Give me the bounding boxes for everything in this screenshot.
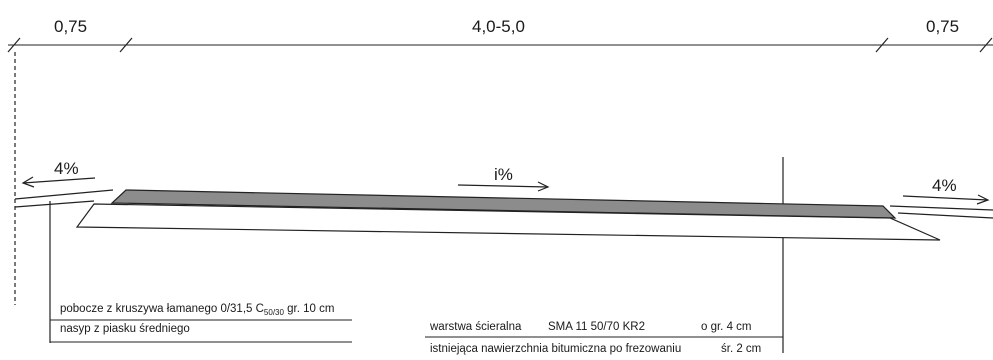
- note-right-layer1-name: warstwa ścieralna: [429, 321, 522, 333]
- slope-label-center: i%: [494, 165, 513, 184]
- slope-arrow-right-shaft: [902, 195, 989, 201]
- right-layer-notes: warstwa ścieralna SMA 11 50/70 KR2 o gr.…: [425, 321, 783, 355]
- right-shoulder-lower-line: [897, 212, 993, 219]
- note-left-line1-subscript: 50/30: [264, 308, 285, 317]
- note-left-line1-main: pobocze z kruszywa łamanego 0/31,5 C: [60, 303, 264, 315]
- dimension-tick-left-inner: [119, 37, 133, 53]
- left-shoulder-lower-line: [14, 200, 95, 208]
- note-left-line1: pobocze z kruszywa łamanego 0/31,5 C50/3…: [60, 303, 334, 317]
- note-right-layer2-name: istniejąca nawierzchnia bitumiczna po fr…: [430, 343, 681, 355]
- slope-arrow-center-head: [537, 181, 550, 192]
- dimension-tick-right-inner: [875, 37, 889, 53]
- slope-annotations: 4% i% 4%: [21, 159, 990, 205]
- slope-label-left: 4%: [54, 159, 79, 178]
- slope-label-right: 4%: [932, 176, 957, 195]
- dimension-left-shoulder: 0,75: [54, 17, 87, 36]
- note-right-layer1-thickness: o gr. 4 cm: [701, 321, 752, 333]
- slope-arrow-left-shaft: [22, 177, 96, 184]
- note-right-layer2-thickness: śr. 2 cm: [721, 343, 761, 355]
- slope-arrow-left-head: [21, 176, 35, 188]
- dimension-right-shoulder: 0,75: [926, 17, 959, 36]
- note-left-line2: nasyp z piasku średniego: [60, 323, 190, 335]
- left-shoulder-top-line: [14, 189, 114, 200]
- note-left-line1-tail: gr. 10 cm: [284, 303, 335, 315]
- dimension-line-group: 0,75 4,0-5,0 0,75: [7, 17, 993, 53]
- right-shoulder-top-line: [889, 205, 993, 211]
- cross-section: [14, 189, 993, 343]
- note-right-layer1-spec: SMA 11 50/70 KR2: [548, 321, 645, 333]
- dimension-tick-right: [979, 37, 993, 53]
- left-layer-notes: pobocze z kruszywa łamanego 0/31,5 C50/3…: [50, 303, 352, 343]
- slope-arrow-center-shaft: [457, 184, 549, 188]
- dimension-carriageway: 4,0-5,0: [472, 17, 525, 36]
- slope-arrow-right-head: [976, 194, 990, 205]
- dimension-tick-left: [7, 37, 21, 53]
- asphalt-wearing-course: [110, 189, 897, 219]
